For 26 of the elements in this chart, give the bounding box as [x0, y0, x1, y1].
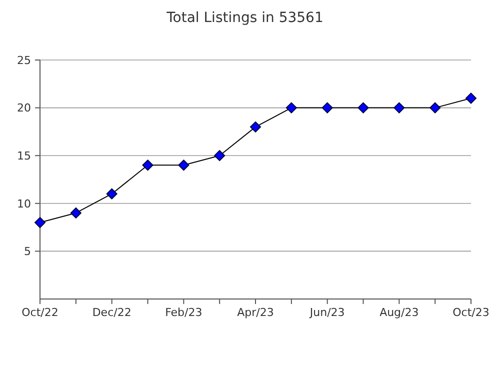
x-tick-label: Jun/23	[308, 306, 345, 319]
point	[106, 188, 118, 200]
point	[394, 102, 405, 114]
x-tick-label: Oct/23	[452, 306, 490, 319]
x-tick-label: Aug/23	[380, 306, 419, 319]
x-tick-label: Oct/22	[22, 306, 58, 319]
x-tick-label: Apr/23	[237, 306, 274, 319]
point	[250, 121, 261, 132]
point	[430, 102, 441, 114]
point	[34, 217, 46, 228]
y-tick-label: 15	[17, 149, 31, 162]
y-tick-label: 25	[17, 54, 31, 67]
point	[178, 160, 190, 171]
x-tick-label: Dec/22	[92, 306, 132, 319]
y-tick-label: 10	[17, 197, 31, 210]
chart-title: Total Listings in 53561	[166, 10, 324, 26]
point	[286, 102, 297, 114]
point	[70, 207, 82, 218]
point	[466, 92, 476, 104]
x-tick-label: Feb/23	[165, 306, 202, 319]
point	[142, 160, 154, 171]
point	[214, 150, 226, 162]
y-tick-label: 20	[17, 102, 31, 115]
y-tick-label: 5	[24, 245, 31, 258]
point	[322, 102, 333, 114]
point	[358, 102, 369, 114]
